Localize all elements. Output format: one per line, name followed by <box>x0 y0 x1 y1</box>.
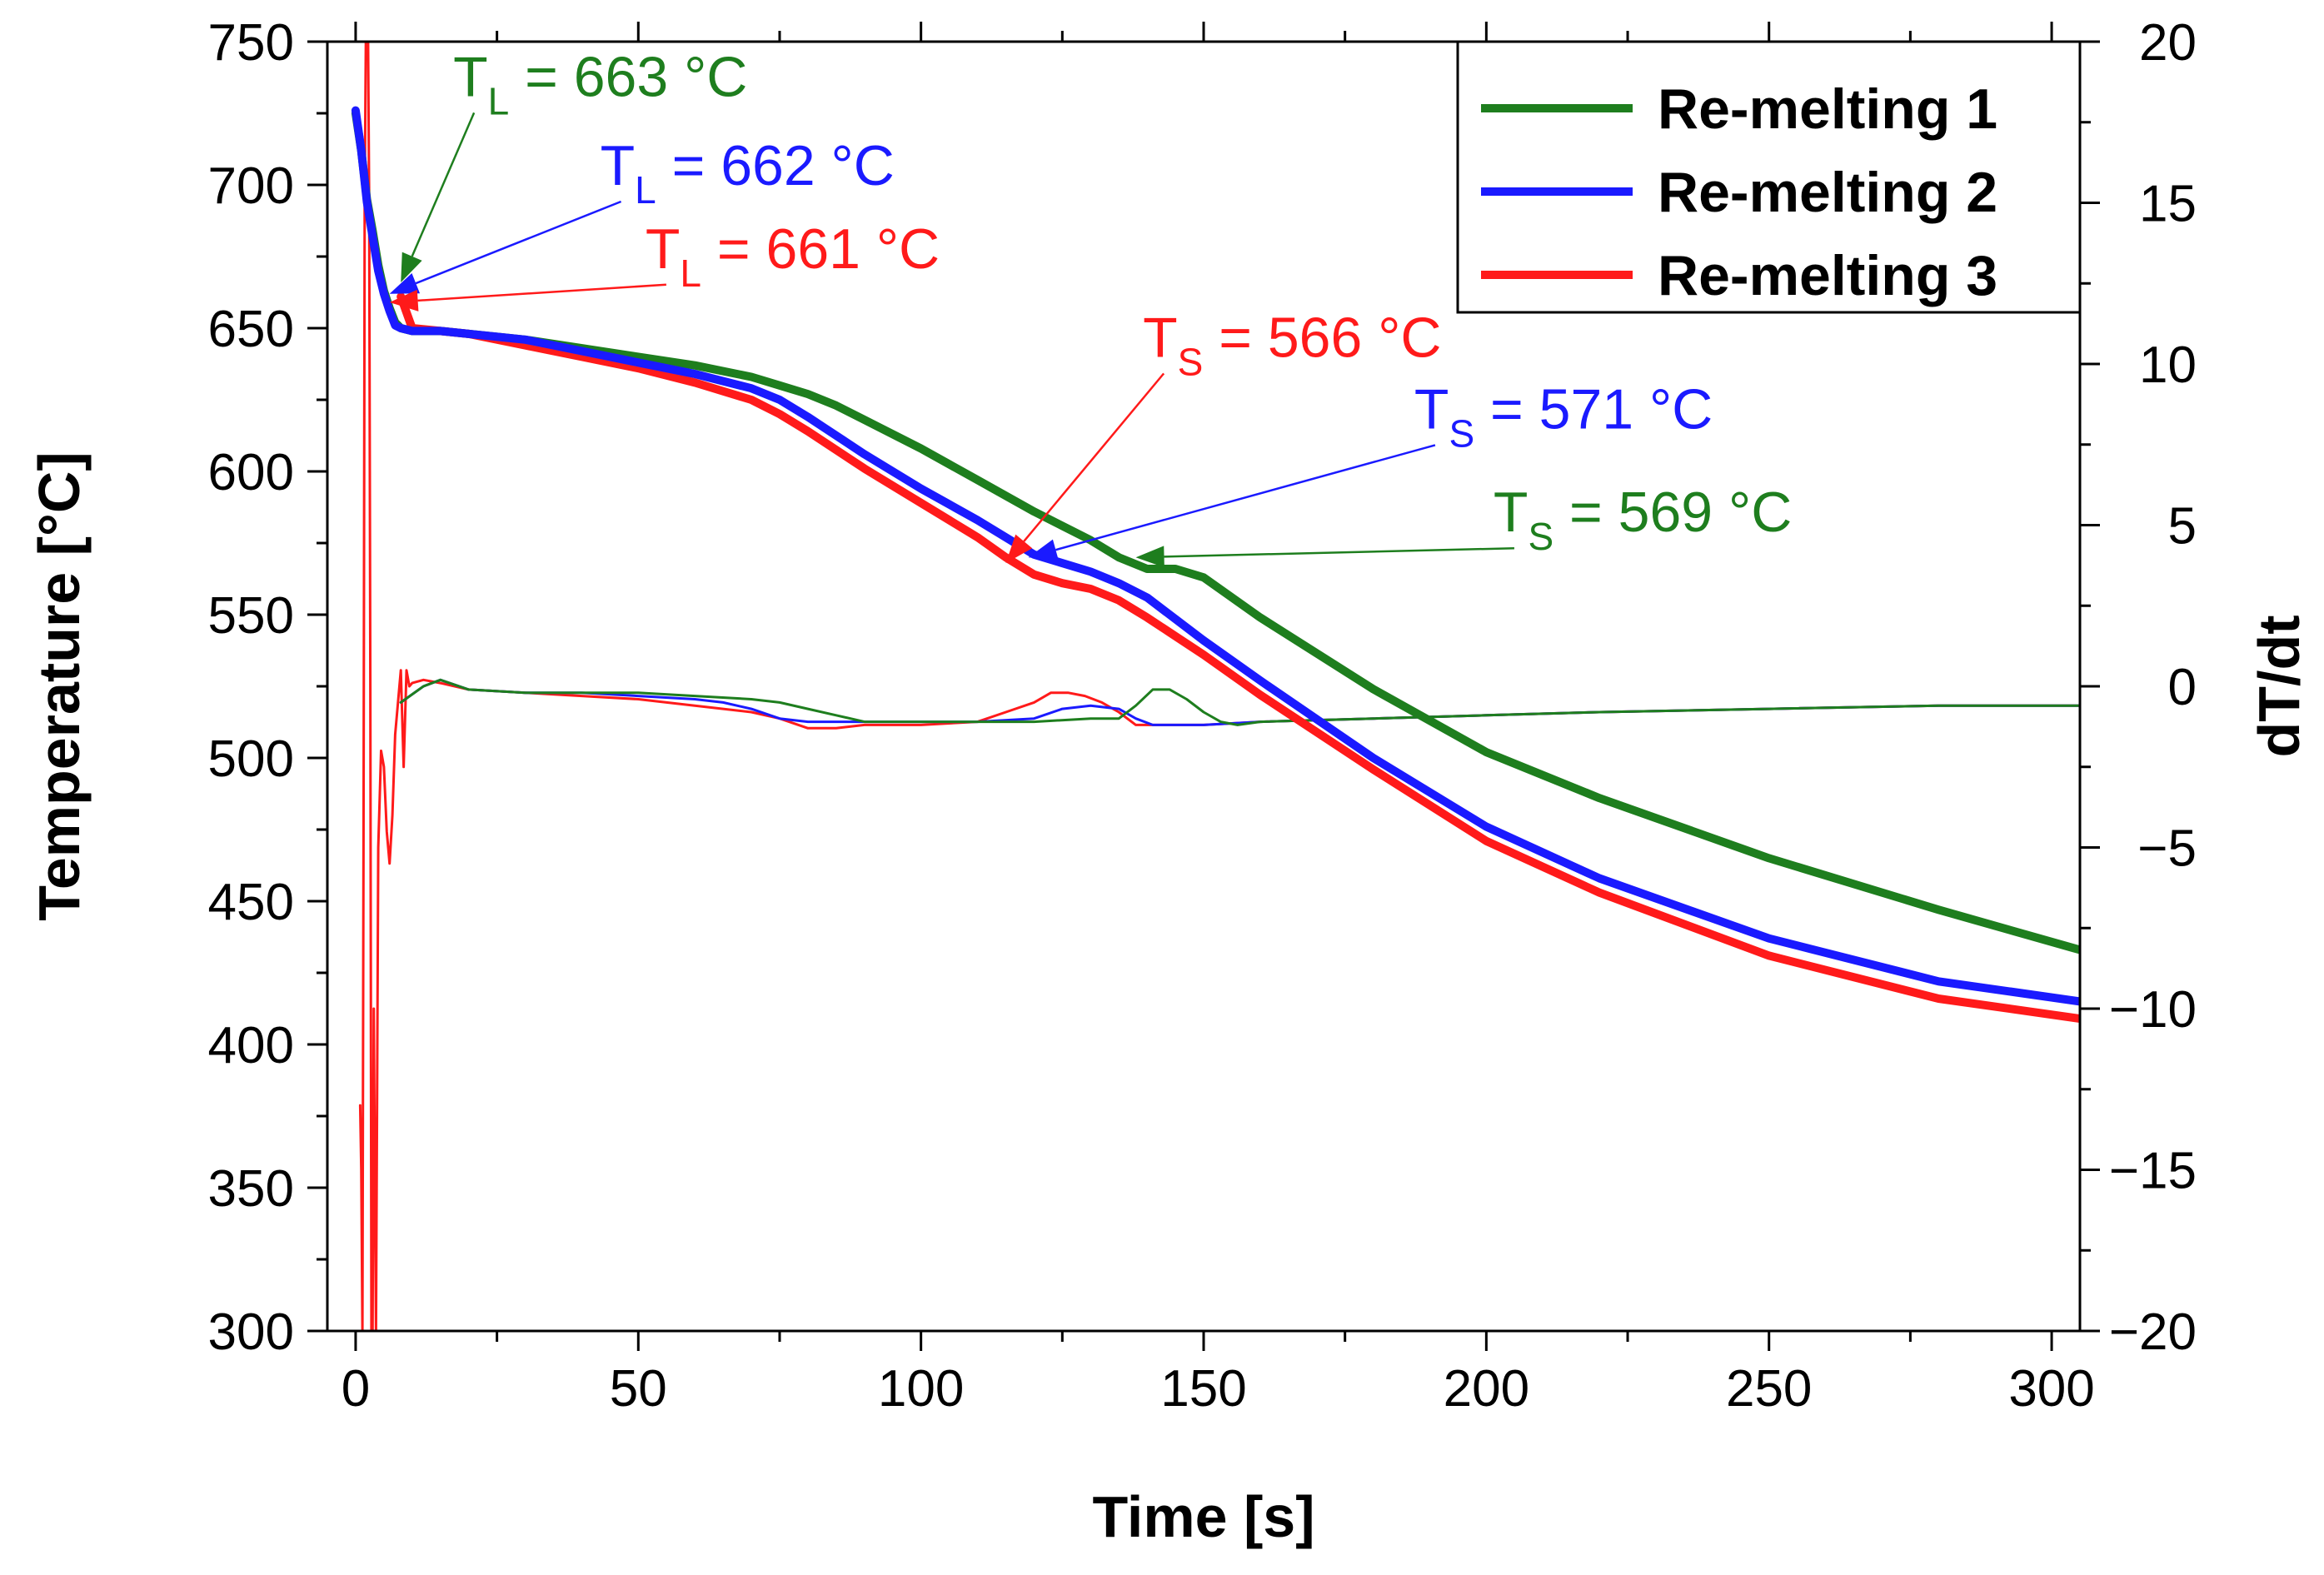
legend-label: Re-melting 2 <box>1658 161 1997 224</box>
y-tick-label: 500 <box>208 730 294 788</box>
annotation-label: TL = 661 °C <box>646 217 940 295</box>
y-tick-label: 650 <box>208 301 294 358</box>
annotation-arrow <box>1164 546 1514 558</box>
y2-tick-label: 20 <box>2139 14 2197 72</box>
tick-labels: 0 50 100 150 200 250 3003003504004505005506006… <box>208 14 2197 1418</box>
series-layer <box>351 42 2080 1331</box>
y-tick-label: 750 <box>208 14 294 72</box>
y-tick-label: 350 <box>208 1160 294 1218</box>
y-tick-label: 700 <box>208 157 294 215</box>
annotation-arrow <box>1055 444 1436 551</box>
x-tick-label: 300 <box>2008 1360 2094 1418</box>
y2-tick-label: 5 <box>2168 498 2197 556</box>
x-axis-label: Time [s] <box>1092 1484 1314 1549</box>
y2-axis-label: dT/dt <box>2247 615 2312 757</box>
annotation-arrowhead <box>389 289 419 312</box>
annotation-layer: TL = 663 °CTL = 662 °CTL = 661 °CTS = 56… <box>389 45 1792 568</box>
legend: Re-melting 1 Re-melting 2 Re-melting 3 <box>1456 40 2082 314</box>
y2-tick-label: −10 <box>2109 981 2197 1039</box>
annotation-subscript: L <box>680 252 701 295</box>
series-line-re-melting-3 <box>396 292 2080 1023</box>
x-tick-label: 0 <box>342 1360 370 1418</box>
x-tick-label: 200 <box>1444 1360 1529 1418</box>
annotation-subscript: L <box>488 79 510 122</box>
y2-tick-label: −5 <box>2137 820 2197 878</box>
annotation-subscript: L <box>635 168 656 212</box>
y-tick-label: 300 <box>208 1303 294 1361</box>
y2-tick-label: 15 <box>2139 176 2197 233</box>
y2-tick-label: −20 <box>2109 1303 2197 1361</box>
annotation-label: TL = 663 °C <box>453 45 747 122</box>
annotation-symbol: T <box>646 217 681 281</box>
y2-tick-label: −15 <box>2109 1143 2197 1200</box>
annotation-symbol: T <box>1143 306 1178 369</box>
annotation-subscript: S <box>1449 411 1474 455</box>
y-axis-label: Temperature [°C] <box>27 451 92 920</box>
annotation-label: TS = 569 °C <box>1494 481 1792 558</box>
annotation-value: = 569 °C <box>1553 481 1792 544</box>
y-tick-label: 450 <box>208 874 294 931</box>
plot-frame <box>326 40 2082 1333</box>
series-line-dt-dt-1 <box>399 678 2080 726</box>
series-line-dt-dt-3 <box>358 42 2080 1331</box>
x-tick-label: 250 <box>1726 1360 1812 1418</box>
series-line-re-melting-2 <box>351 106 2080 1006</box>
annotation-arrowhead <box>389 273 421 294</box>
y2-tick-label: 10 <box>2139 336 2197 394</box>
annotation-arrow <box>417 283 666 302</box>
axis-ticks <box>307 22 2100 1351</box>
annotation-label: TS = 571 °C <box>1414 377 1713 455</box>
annotation-symbol: T <box>1494 481 1529 544</box>
annotation-arrow <box>1023 372 1165 542</box>
annotation-arrow <box>415 200 622 285</box>
y-tick-label: 550 <box>208 587 294 645</box>
annotation-value: = 571 °C <box>1474 377 1713 441</box>
legend-label: Re-melting 1 <box>1658 77 1997 141</box>
x-tick-label: 50 <box>610 1360 667 1418</box>
annotation-symbol: T <box>601 134 636 197</box>
y-tick-label: 400 <box>208 1017 294 1074</box>
x-tick-label: 150 <box>1160 1360 1246 1418</box>
y2-tick-label: 0 <box>2168 659 2197 716</box>
x-tick-label: 100 <box>878 1360 964 1418</box>
annotation-value: = 566 °C <box>1203 306 1441 369</box>
annotation-symbol: T <box>1414 377 1449 441</box>
annotation-arrowhead <box>401 252 422 282</box>
annotation-symbol: T <box>453 45 488 108</box>
legend-label: Re-melting 3 <box>1658 244 1997 307</box>
annotation-label: TS = 566 °C <box>1143 306 1441 383</box>
annotation-subscript: S <box>1178 340 1204 383</box>
annotation-subscript: S <box>1528 515 1553 558</box>
annotation-value: = 661 °C <box>701 217 940 281</box>
annotation-arrowhead <box>1028 539 1059 561</box>
annotation-label: TL = 662 °C <box>601 134 895 212</box>
annotation-value: = 662 °C <box>656 134 895 197</box>
legend-box <box>1456 40 2082 314</box>
annotation-value: = 663 °C <box>509 45 747 108</box>
annotation-arrowhead <box>1135 546 1164 568</box>
y-tick-label: 600 <box>208 444 294 501</box>
annotation-arrowhead <box>1005 534 1033 564</box>
annotation-arrow <box>411 112 476 257</box>
